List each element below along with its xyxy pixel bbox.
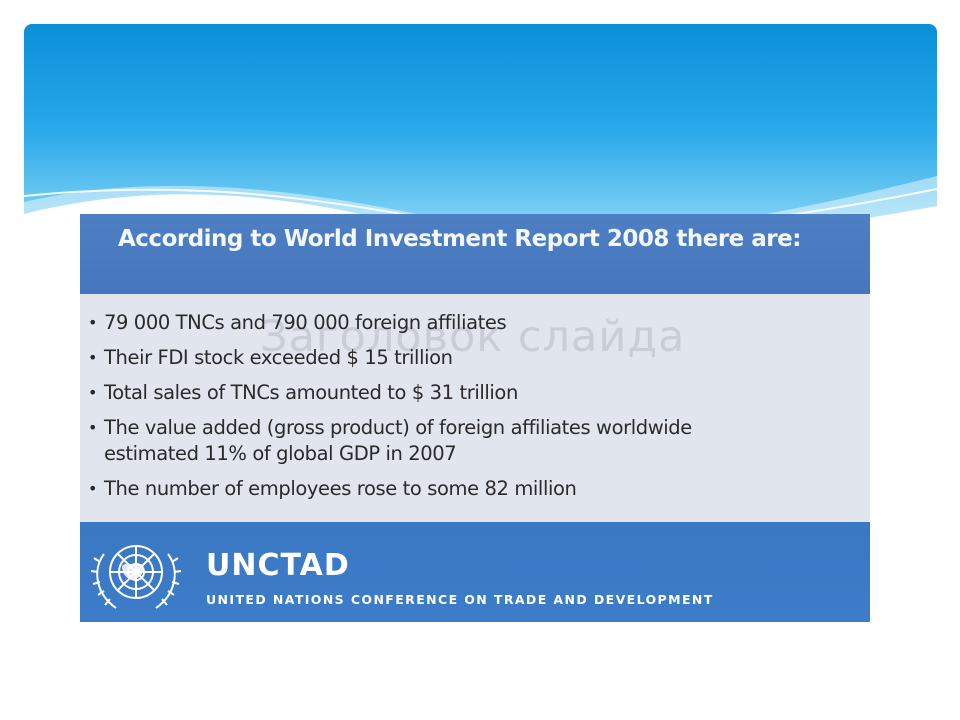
bullet-dot-icon: • [88,479,98,498]
bullet-dot-icon: • [88,383,98,402]
bullet-item: • 79 000 TNCs and 790 000 foreign affili… [88,310,692,336]
bullet-item: • Total sales of TNCs amounted to $ 31 t… [88,380,692,406]
unctad-full-name: UNITED NATIONS CONFERENCE ON TRADE AND D… [206,592,714,607]
bullet-text: 79 000 TNCs and 790 000 foreign affiliat… [104,311,507,334]
bullet-dot-icon: • [88,418,98,437]
unctad-logo-band: UNCTAD UNITED NATIONS CONFERENCE ON TRAD… [80,522,870,622]
bullet-item: • Their FDI stock exceeded $ 15 trillion [88,345,692,371]
bullet-dot-icon: • [88,348,98,367]
bullet-list: • 79 000 TNCs and 790 000 foreign affili… [88,310,692,511]
bullet-item: • The number of employees rose to some 8… [88,476,692,502]
bullet-text: The number of employees rose to some 82 … [104,477,577,500]
un-emblem-icon [90,545,182,609]
report-title: According to World Investment Report 200… [118,226,801,252]
bullet-text: Total sales of TNCs amounted to $ 31 tri… [104,381,518,404]
bullet-area: Заголовок слайда • 79 000 TNCs and 790 0… [80,294,870,522]
unctad-short-name: UNCTAD [206,548,350,583]
ghost-placeholder-text: Заголовок слайда [260,312,686,362]
bullet-text: The value added (gross product) of forei… [104,416,692,439]
bullet-item: • The value added (gross product) of for… [88,415,692,467]
bullet-dot-icon: • [88,313,98,332]
report-image: According to World Investment Report 200… [80,214,870,622]
title-band: According to World Investment Report 200… [80,214,870,294]
bullet-text: Their FDI stock exceeded $ 15 trillion [104,346,453,369]
bullet-text-continuation: estimated 11% of global GDP in 2007 [104,442,457,465]
